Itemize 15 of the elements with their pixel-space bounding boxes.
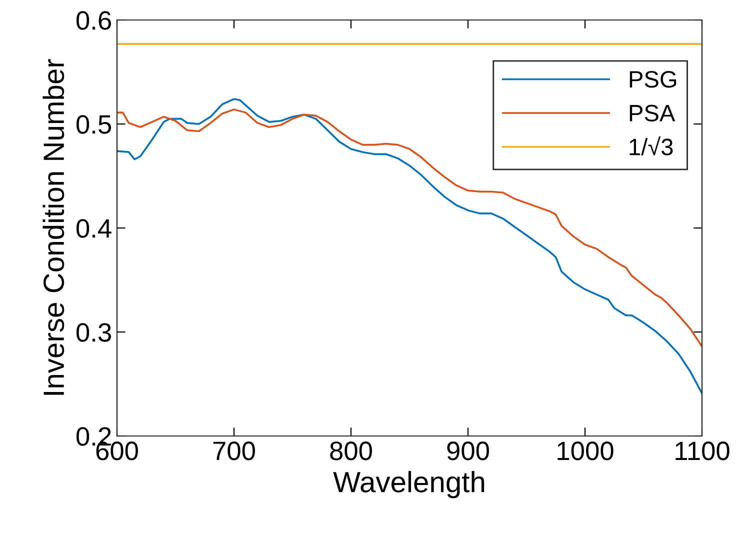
x-tick-label: 1100	[676, 442, 730, 460]
line-series	[117, 98, 702, 394]
y-tick-label: 0.5	[76, 115, 112, 134]
y-tick-label: 0.3	[76, 323, 111, 342]
legend-label: PSG	[630, 70, 676, 88]
y-tick-label: 0.4	[76, 219, 112, 238]
x-tick-label: 1000	[558, 442, 614, 460]
y-tick-label: 0.6	[76, 11, 111, 30]
x-tick-label: 900	[447, 442, 489, 460]
legend-label: PSA	[630, 104, 676, 122]
x-tick-label: 700	[213, 442, 255, 460]
y-axis-title: Inverse Condition Number	[42, 59, 64, 395]
x-axis-title: Wavelength	[333, 471, 484, 498]
legend-label: 1/√3	[630, 136, 673, 156]
x-tick-label: 800	[330, 442, 372, 460]
